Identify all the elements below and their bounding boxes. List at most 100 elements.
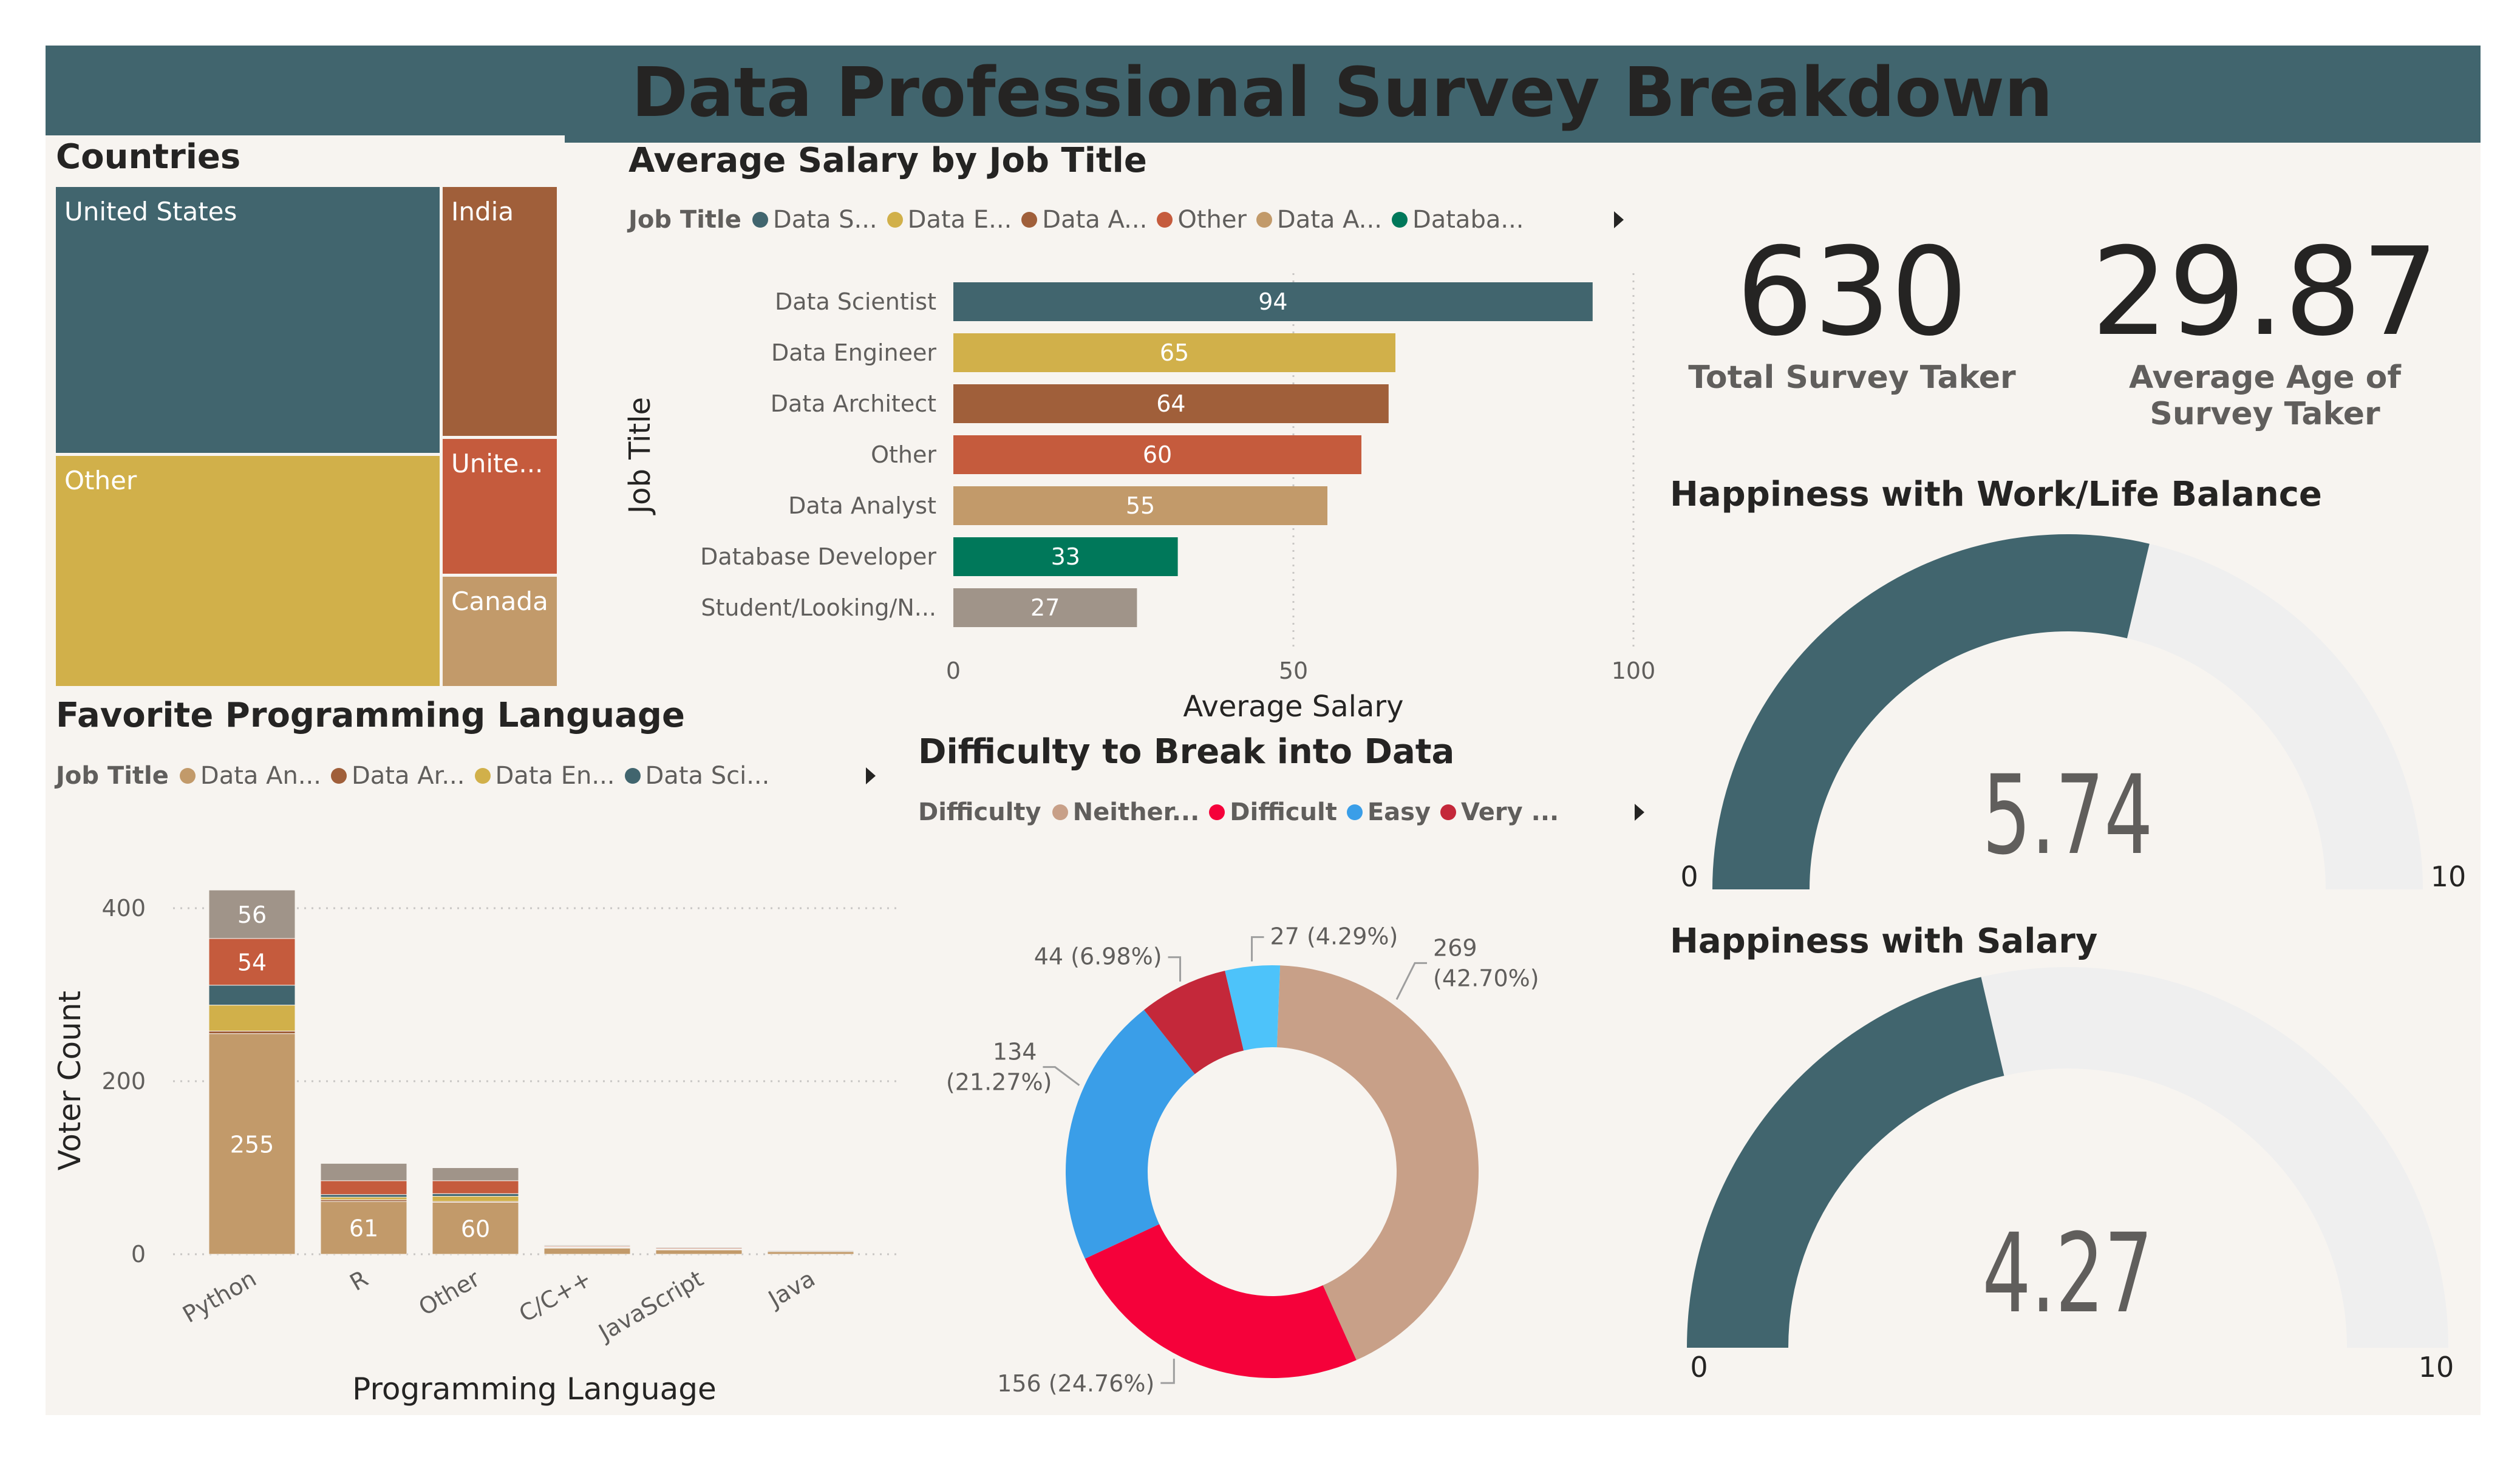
stacked-bar-segment[interactable] (320, 1194, 407, 1198)
stacked-bar-segment[interactable] (320, 1163, 407, 1181)
donut-legend-next-arrow[interactable] (1635, 804, 1644, 821)
treemap-label: India (451, 197, 514, 226)
language-legend-item[interactable]: Data An... (179, 762, 321, 790)
x-axis-title: Average Salary (1183, 690, 1403, 724)
legend-label: Very ... (1461, 798, 1559, 826)
stacked-bar-segment[interactable] (320, 1197, 407, 1200)
stacked-bar-segment[interactable] (320, 1180, 407, 1195)
bar-data-label: 60 (461, 1215, 490, 1242)
bar-data-label: 54 (237, 949, 267, 976)
salary-bar[interactable] (953, 588, 1137, 627)
stacked-bar-segment[interactable] (432, 1202, 519, 1255)
treemap-label: Other (64, 466, 137, 495)
salary-bar[interactable] (953, 333, 1395, 372)
donut-slice[interactable] (1276, 965, 1479, 1360)
salary-bar[interactable] (953, 435, 1361, 474)
salary-bar[interactable] (953, 282, 1593, 321)
stacked-bar-segment[interactable] (208, 1030, 296, 1034)
stacked-bar-segment[interactable] (432, 1167, 519, 1181)
stacked-bar-segment[interactable] (655, 1249, 743, 1255)
donut-legend-item[interactable]: Very ... (1440, 798, 1559, 826)
label-leader-line (1168, 956, 1182, 982)
legend-dot-icon (624, 768, 641, 784)
gauge-value: 4.27 (1982, 1211, 2153, 1338)
stacked-bar-segment[interactable] (432, 1193, 519, 1197)
salary-legend-item[interactable]: Data A... (1021, 206, 1147, 234)
x-tick-label: Python (178, 1265, 261, 1328)
stacked-bar-segment[interactable] (543, 1248, 631, 1255)
treemap-tile-united-kingdom[interactable]: Unite... (443, 439, 557, 574)
bar-data-label: 55 (1126, 492, 1155, 519)
salary-bar[interactable] (953, 537, 1178, 576)
stacked-bar-segment[interactable] (320, 1201, 407, 1255)
salary-legend-item[interactable]: Data S... (752, 206, 877, 234)
language-legend-item[interactable]: Data Sci... (624, 762, 769, 790)
stacked-bar-segment[interactable] (767, 1251, 854, 1255)
legend-title: Job Title (56, 762, 169, 790)
salary-legend-item[interactable]: Databa... (1391, 206, 1524, 234)
donut-slice[interactable] (1085, 1224, 1357, 1378)
legend-dot-icon (1346, 804, 1363, 820)
y-tick-label: 0 (131, 1241, 146, 1268)
legend-dot-icon (1052, 804, 1068, 820)
legend-title: Difficulty (918, 798, 1041, 826)
difficulty-donut-chart: 269 (42.70%) 156 (24.76%) 134 (21.27%) 44 (6.… (946, 923, 1539, 1396)
treemap-tile-other[interactable]: Other (56, 456, 440, 686)
legend-label: Data A... (1276, 206, 1382, 234)
legend-label: Data An... (200, 762, 321, 790)
slice-data-label: 134 (993, 1039, 1037, 1065)
legend-label: Difficult (1230, 798, 1337, 826)
legend-label: Data A... (1042, 206, 1148, 234)
salary-bar[interactable] (953, 486, 1327, 525)
language-legend-item[interactable]: Data En... (474, 762, 615, 790)
legend-label: Neither... (1072, 798, 1200, 826)
stacked-bar-segment[interactable] (432, 1196, 519, 1202)
y-tick-label: 400 (101, 895, 146, 922)
salary-legend-item[interactable]: Data A... (1256, 206, 1382, 234)
donut-legend-item[interactable]: Difficult (1209, 798, 1337, 826)
stacked-bar-segment[interactable] (208, 1005, 296, 1031)
label-leader-line (1395, 962, 1428, 1000)
donut-slice[interactable] (1066, 1010, 1195, 1259)
salary-legend-item[interactable]: Data E... (887, 206, 1012, 234)
salary-bar[interactable] (953, 384, 1389, 423)
donut-slice[interactable] (1225, 965, 1281, 1051)
stacked-bar-segment[interactable] (543, 1245, 631, 1246)
salary-bar-chart: 0 50 100 Data Scientist 94 Data Engineer 65 Dat… (623, 273, 1655, 724)
countries-title: Countries (56, 137, 241, 177)
gauge-worklife: 5.74 0 10 (1680, 534, 2466, 893)
kpi-total-label: Total Survey Taker (1688, 359, 2016, 396)
donut-legend-item[interactable]: Easy (1346, 798, 1431, 826)
y-tick-label: Data Architect (771, 390, 936, 417)
gauge-fill (1687, 977, 2004, 1348)
language-legend-next-arrow[interactable] (866, 767, 876, 784)
donut-slice[interactable] (1143, 971, 1244, 1075)
bar-data-label: 33 (1051, 543, 1080, 570)
language-legend-item[interactable]: Data Ar... (330, 762, 465, 790)
salary-legend-item[interactable]: Other (1157, 206, 1247, 234)
donut-legend-item[interactable]: Neither... (1052, 798, 1200, 826)
stacked-bar-segment[interactable] (208, 938, 296, 986)
gauge-value: 5.74 (1982, 752, 2153, 880)
legend-dot-icon (474, 768, 491, 784)
treemap-label: United States (64, 197, 237, 226)
header-notch (565, 135, 2481, 143)
gauge-salary-title: Happiness with Salary (1670, 922, 2098, 961)
gauge-fill (1712, 534, 2150, 889)
legend-dot-icon (330, 768, 347, 784)
salary-legend-next-arrow[interactable] (1614, 211, 1624, 228)
legend-label: Databa... (1412, 206, 1524, 234)
treemap-tile-india[interactable]: India (443, 187, 557, 436)
stacked-bar-segment[interactable] (208, 985, 296, 1006)
stacked-bar-segment[interactable] (432, 1180, 519, 1194)
donut-legend: Difficulty Neither... Difficult Easy Very .… (918, 794, 1568, 830)
stacked-bar-segment[interactable] (208, 889, 296, 939)
y-axis-title: Voter Count (52, 991, 87, 1170)
slice-data-label: 156 (24.76%) (997, 1370, 1154, 1396)
bar-data-label: 65 (1160, 339, 1189, 366)
legend-label: Data E... (907, 206, 1012, 234)
treemap-tile-united-states[interactable]: United States (56, 187, 440, 453)
stacked-bar-segment[interactable] (208, 1033, 296, 1255)
treemap-tile-canada[interactable]: Canada (443, 577, 557, 686)
